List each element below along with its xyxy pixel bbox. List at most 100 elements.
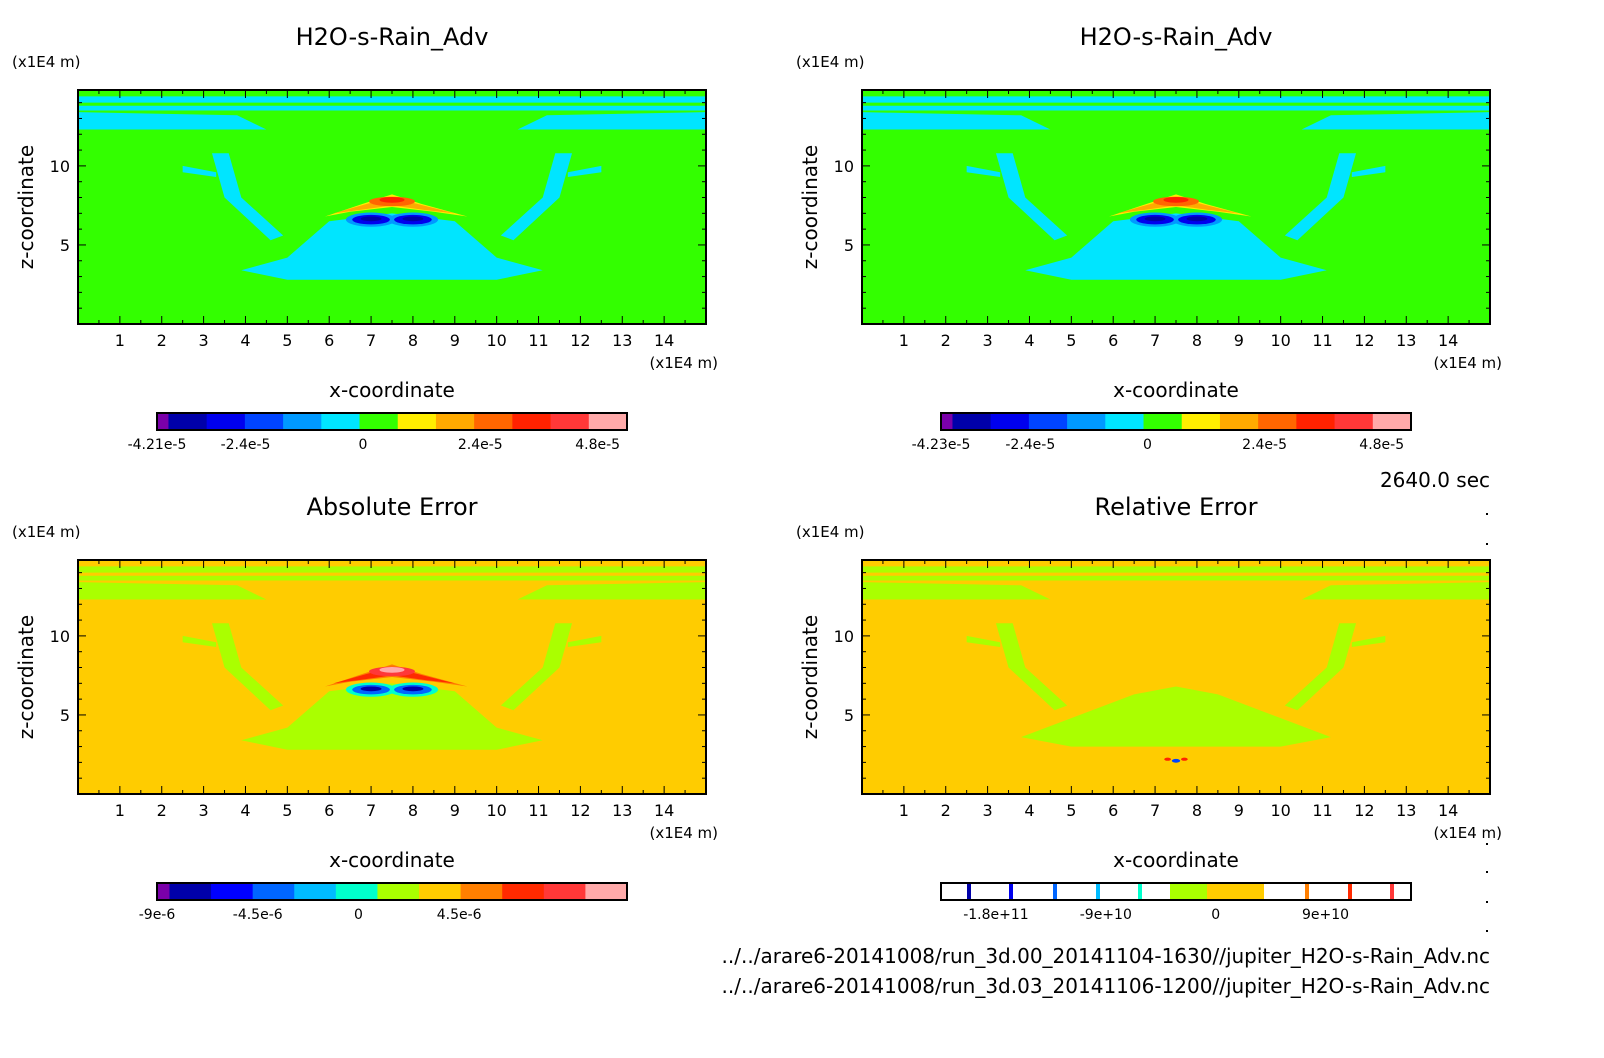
colorbar-swatch <box>460 883 503 900</box>
y-axis-label: z-coordinate <box>798 145 822 269</box>
colorbar-swatch <box>1258 413 1297 430</box>
x-tick-label: 9 <box>1234 801 1244 820</box>
colorbar-level-line <box>1390 883 1394 900</box>
band-left <box>862 112 1051 130</box>
colorbar-swatch <box>1028 413 1068 430</box>
low-left-core <box>360 686 382 692</box>
x-tick-label: 6 <box>1108 331 1118 350</box>
fleck-left <box>966 165 1001 177</box>
colorbar-label: 9e+10 <box>1302 907 1349 923</box>
x-tick-label: 9 <box>450 331 460 350</box>
band-right <box>1301 112 1490 130</box>
x-unit-label: (x1E4 m) <box>649 824 718 842</box>
band-left <box>78 112 267 130</box>
band-top <box>78 566 706 573</box>
cap-core <box>1163 197 1189 203</box>
colorbar-label: 4.8e-5 <box>1359 437 1404 453</box>
colorbar-swatch <box>952 413 992 430</box>
x-tick-label: 4 <box>240 331 250 350</box>
band-top <box>862 566 1490 573</box>
y-tick-label: 5 <box>844 706 854 725</box>
colorbar-label: -9e+10 <box>1080 907 1132 923</box>
x-tick-label: 12 <box>1354 801 1374 820</box>
colorbar-level-line <box>1138 883 1142 900</box>
x-tick-label: 5 <box>282 801 292 820</box>
colorbar-swatch <box>1170 883 1207 900</box>
low-right-core <box>402 216 424 222</box>
x-tick-label: 14 <box>654 331 674 350</box>
time-label: 2640.0 sec <box>1380 468 1490 492</box>
colorbar-level-line <box>1096 883 1100 900</box>
colorbar-swatch <box>283 413 322 430</box>
low-right-core <box>1186 216 1208 222</box>
y-axis-label: z-coordinate <box>14 145 38 269</box>
x-tick-label: 8 <box>1192 801 1202 820</box>
x-tick-label: 3 <box>199 331 209 350</box>
fleck-right <box>567 165 602 177</box>
contour-panel-1: 1 2 3 4 5 6 7 8 9 10 11 12 13 14510H2O-s-Rain_Adv(x1E… <box>12 23 718 453</box>
band-right <box>517 582 706 600</box>
x-tick-label: 2 <box>157 801 167 820</box>
colorbar-label: 4.5e-6 <box>437 907 482 923</box>
x-tick-label: 11 <box>1312 331 1332 350</box>
colorbar: -4.21e-5 -2.4e-5 0 2.4e-5 4.8e-5 <box>128 412 628 453</box>
x-tick-label: 3 <box>199 801 209 820</box>
x-tick-label: 11 <box>1312 801 1332 820</box>
x-tick-label: 3 <box>983 331 993 350</box>
x-tick-label: 6 <box>1108 801 1118 820</box>
colorbar-frame <box>940 882 1412 901</box>
x-tick-label: 8 <box>408 331 418 350</box>
y-tick-label: 5 <box>60 236 70 255</box>
x-tick-label: 4 <box>1024 801 1034 820</box>
x-tick-label: 13 <box>612 331 632 350</box>
band-top <box>78 96 706 103</box>
band-mid <box>78 105 706 111</box>
colorbar-swatch <box>1143 413 1183 430</box>
x-unit-label: (x1E4 m) <box>1433 354 1502 372</box>
x-tick-label: 9 <box>1234 331 1244 350</box>
spot-red <box>1164 757 1171 761</box>
lower-body <box>1021 686 1331 747</box>
y-axis-label: z-coordinate <box>14 615 38 739</box>
colorbar-label: -9e-6 <box>139 907 176 923</box>
x-tick-label: 8 <box>408 801 418 820</box>
fleck-right <box>1351 635 1386 647</box>
colorbar-swatch <box>294 883 337 900</box>
colorbar-label: 0 <box>358 437 367 453</box>
band-mid <box>862 575 1490 581</box>
colorbar-level-line <box>1348 883 1352 900</box>
x-tick-label: 5 <box>282 331 292 350</box>
x-tick-label: 10 <box>486 331 506 350</box>
x-tick-label: 13 <box>1396 331 1416 350</box>
x-tick-label: 11 <box>528 801 548 820</box>
x-tick-label: 7 <box>366 331 376 350</box>
colorbar-swatch <box>550 413 590 430</box>
colorbar-label: -4.21e-5 <box>128 437 187 453</box>
colorbar-swatch <box>1334 413 1374 430</box>
y-unit-label: (x1E4 m) <box>12 53 81 71</box>
band-left <box>78 582 267 600</box>
colorbar-swatch <box>1181 413 1221 430</box>
fleck-left <box>966 635 1001 647</box>
center-column <box>1150 216 1202 268</box>
colorbar-swatch <box>588 413 628 430</box>
colorbar-swatch <box>512 413 552 430</box>
x-tick-label: 6 <box>324 331 334 350</box>
colorbar: -9e-6 -4.5e-6 0 4.5e-6 <box>139 882 628 923</box>
contour-field <box>78 90 706 324</box>
center-column <box>366 686 418 738</box>
colorbar-label: -4.23e-5 <box>912 437 971 453</box>
y-tick-label: 10 <box>50 627 70 646</box>
colorbar-label: 0 <box>1143 437 1152 453</box>
contour-field <box>78 560 706 794</box>
panel-title: Relative Error <box>1095 493 1258 521</box>
x-tick-label: 8 <box>1192 331 1202 350</box>
colorbar-swatch <box>1207 883 1264 900</box>
band-right <box>1301 582 1490 600</box>
colorbar-swatch <box>157 413 169 430</box>
x-unit-label: (x1E4 m) <box>649 354 718 372</box>
arc-left <box>211 153 284 241</box>
x-tick-label: 7 <box>366 801 376 820</box>
colorbar-swatch <box>1219 413 1259 430</box>
